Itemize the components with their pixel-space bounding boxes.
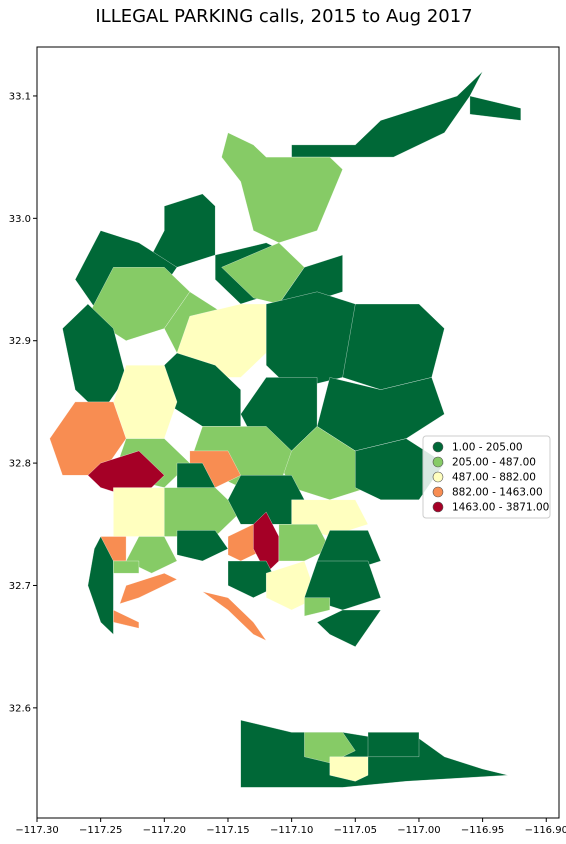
region-0 xyxy=(291,71,483,158)
region-3 xyxy=(151,193,216,268)
y-tick-label: 32.7 xyxy=(9,581,31,592)
region-35 xyxy=(278,524,330,562)
region-46 xyxy=(202,591,267,641)
legend-label: 205.00 - 487.00 xyxy=(452,457,536,469)
x-tick-label: −116.90 xyxy=(525,825,566,836)
x-tick-label: −117.05 xyxy=(334,825,377,836)
map-regions xyxy=(49,71,521,788)
region-49 xyxy=(329,756,369,782)
region-50 xyxy=(367,732,420,757)
legend: 1.00 - 205.00 205.00 - 487.00 487.00 - 882… xyxy=(422,435,551,519)
x-tick-label: −117.25 xyxy=(79,825,122,836)
y-tick-label: 32.6 xyxy=(9,703,31,714)
x-tick-label: −117.30 xyxy=(15,825,58,836)
legend-marker xyxy=(432,471,444,483)
x-tick-label: −117.00 xyxy=(397,825,440,836)
legend-marker xyxy=(432,501,444,513)
y-tick-label: 33.1 xyxy=(9,91,31,102)
legend-label: 1.00 - 205.00 xyxy=(452,442,523,454)
region-40 xyxy=(304,597,330,617)
region-45 xyxy=(113,609,140,629)
region-32 xyxy=(176,530,229,562)
region-13 xyxy=(342,303,445,390)
y-tick-label: 32.9 xyxy=(9,336,31,347)
legend-label: 882.00 - 1463.00 xyxy=(452,487,543,499)
legend-label: 1463.00 - 3871.00 xyxy=(452,502,549,514)
y-tick-label: 33.0 xyxy=(9,214,31,225)
region-41 xyxy=(316,609,381,647)
region-19 xyxy=(113,365,178,439)
y-axis: 32.6 32.7 32.8 32.9 33.0 33.1 xyxy=(9,91,37,714)
region-2 xyxy=(221,132,343,243)
x-tick-label: −116.95 xyxy=(461,825,504,836)
x-axis: −117.30 −117.25 −117.20 −117.15 −117.10 −117.… xyxy=(15,818,566,836)
axes-frame xyxy=(36,46,560,819)
x-tick-label: −117.15 xyxy=(206,825,249,836)
region-43 xyxy=(113,560,140,574)
region-18 xyxy=(355,438,445,500)
region-44 xyxy=(119,573,178,604)
region-1 xyxy=(469,95,521,121)
x-tick-label: −117.20 xyxy=(143,825,186,836)
legend-marker xyxy=(432,456,444,468)
legend-label: 487.00 - 882.00 xyxy=(452,472,536,484)
legend-marker xyxy=(432,441,444,453)
chart-title: ILLEGAL PARKING calls, 2015 to Aug 2017 xyxy=(95,6,472,27)
legend-marker xyxy=(432,486,444,498)
x-tick-label: −117.10 xyxy=(270,825,313,836)
y-tick-label: 32.8 xyxy=(9,459,31,470)
legend-box xyxy=(422,435,551,519)
region-27 xyxy=(164,487,241,537)
